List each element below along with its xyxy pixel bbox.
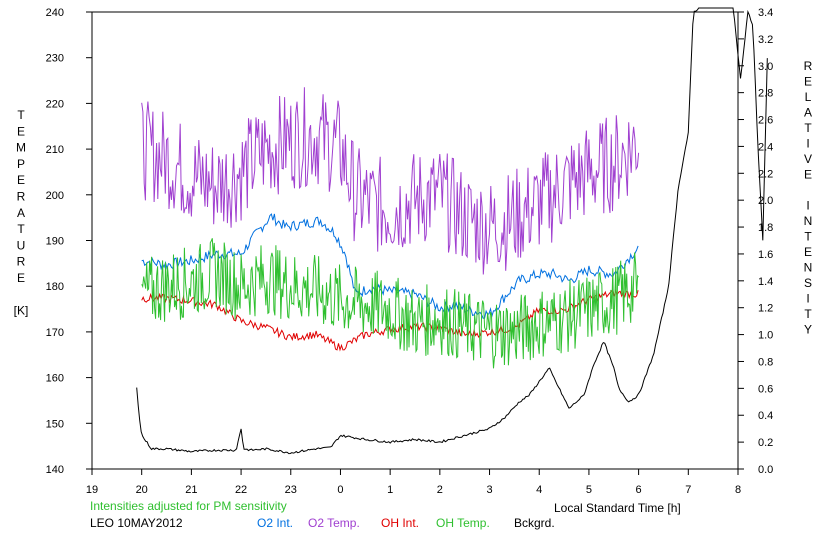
x-tick-label: 0 [337,484,343,496]
axis-label-letter: M [16,141,26,155]
axis-label-letter: E [17,173,25,187]
axis-label-letter: Y [804,323,812,337]
left-tick-label: 240 [46,7,64,19]
left-tick-label: 230 [46,53,64,65]
right-tick-label: 0.4 [758,410,773,422]
x-tick-label: 19 [86,484,98,496]
legend-o2-temp: O2 Temp. [308,516,360,530]
right-tick-label: 0.8 [758,356,773,368]
left-tick-label: 210 [46,144,64,156]
right-tick-label: 1.0 [758,330,773,342]
axis-label-letter: E [804,75,812,89]
axis-label-letter: R [17,255,26,269]
left-tick-label: 220 [46,98,64,110]
axis-label-letter: E [804,245,812,259]
right-tick-label: 0.6 [758,383,773,395]
axis-label-letter: U [17,238,26,252]
right-tick-label: 0.2 [758,437,773,449]
axis-label-letter: I [806,199,809,213]
plot-frame [91,11,739,470]
left-tick-label: 160 [46,373,64,385]
left-tick-label: 170 [46,327,64,339]
x-tick-label: 21 [185,484,197,496]
series-line-4 [141,238,639,369]
right-tick-label: 1.2 [758,303,773,315]
axis-label-letter: E [804,168,812,182]
series-line-2 [141,87,640,275]
axis-label-letter: T [804,307,812,321]
series-line-3 [141,288,639,352]
legend-oh-int: OH Int. [381,516,419,530]
axis-label-letter: A [804,106,812,120]
left-tick-label: 150 [46,418,64,430]
x-tick-label: 5 [586,484,592,496]
left-y-axis: 140 150 160 170 180 190 200 210 220 230 240 [46,7,92,476]
series-line-1 [141,213,639,319]
right-tick-label: 0.0 [758,464,773,476]
x-axis: 19 20 21 22 23 0 1 2 3 4 5 6 7 8 [86,469,741,496]
axis-label-letter: T [17,108,25,122]
axis-label-letter: N [804,261,813,275]
right-tick-label: 1.4 [758,276,773,288]
right-tick-label: 1.6 [758,249,773,261]
axis-label-letter: V [804,152,812,166]
axis-label-letter: I [806,137,809,151]
right-tick-label: 1.8 [758,222,773,234]
axis-label-letter: R [804,59,813,73]
axis-label-letter: T [804,121,812,135]
axis-label-letter: E [17,124,25,138]
right-tick-label: 3.4 [758,7,773,19]
legend-bckgrd: Bckgrd. [514,516,555,530]
axis-label-letter: T [17,222,25,236]
legend-o2-int: O2 Int. [257,516,293,530]
legend-oh-temp: OH Temp. [436,516,490,530]
axis-label-letter: R [17,190,26,204]
x-axis-label: Local Standard Time [h] [554,501,681,515]
left-tick-label: 190 [46,236,64,248]
pm-note: Intensities adjusted for PM sensitivity [90,499,287,513]
axis-label-letter: I [806,292,809,306]
axis-label-letter: N [804,214,813,228]
right-y-axis: 0.0 0.2 0.4 0.6 0.8 1.0 1.2 1.4 1.6 1.8 2.0 2.2 2.4 2… [738,7,773,476]
left-tick-label: 180 [46,281,64,293]
axis-label-letter: [K] [14,304,29,318]
series-line-5 [136,7,768,455]
x-tick-label: 1 [387,484,393,496]
left-tick-label: 140 [46,464,64,476]
x-tick-label: 6 [636,484,642,496]
x-tick-label: 8 [735,484,741,496]
axis-label-letter: A [17,206,25,220]
station-label: LEO 10MAY2012 [90,516,183,530]
right-tick-label: 2.4 [758,141,773,153]
axis-label-letter: P [17,157,25,171]
left-tick-label: 200 [46,190,64,202]
right-tick-label: 2.8 [758,88,773,100]
x-tick-label: 7 [685,484,691,496]
axis-label-letter: T [804,230,812,244]
right-tick-label: 3.2 [758,34,773,46]
axis-label-letter: E [17,271,25,285]
x-tick-label: 2 [437,484,443,496]
x-tick-label: 3 [486,484,492,496]
x-tick-label: 22 [235,484,247,496]
x-tick-label: 23 [285,484,297,496]
right-tick-label: 2.2 [758,168,773,180]
axis-label-letter: L [805,90,812,104]
series-layer [136,7,768,455]
x-tick-label: 4 [536,484,542,496]
right-tick-label: 3.0 [758,61,773,73]
axis-label-letter: S [804,276,812,290]
right-tick-label: 2.0 [758,195,773,207]
x-tick-label: 20 [136,484,148,496]
